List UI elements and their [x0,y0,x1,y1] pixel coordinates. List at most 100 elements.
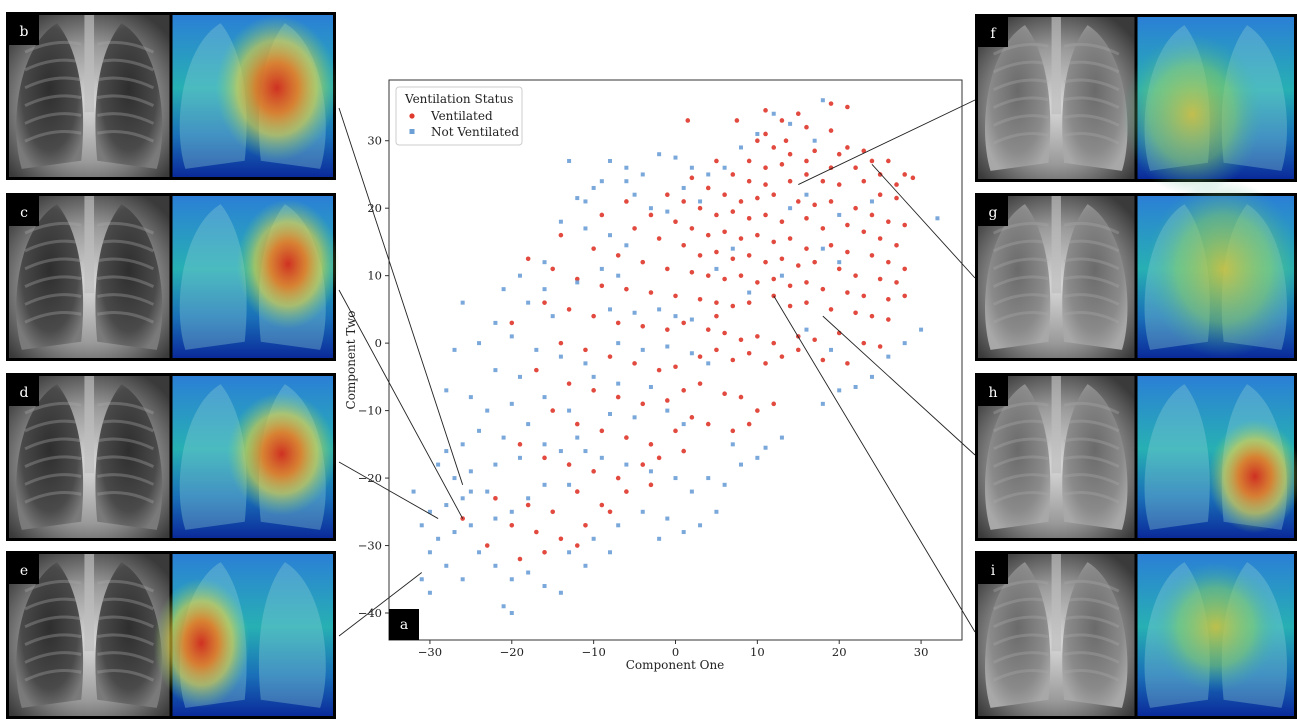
panel-label-box [9,196,39,226]
point-ventilated [828,307,834,312]
point-ventilated [632,226,637,231]
point-ventilated [685,118,691,123]
point-ventilated [722,229,727,235]
point-not-ventilated [608,158,613,163]
point-ventilated [615,475,621,481]
point-not-ventilated [755,131,760,136]
point-ventilated [656,455,662,461]
point-ventilated [714,158,719,164]
point-not-ventilated [779,273,784,278]
point-ventilated [624,489,629,494]
point-ventilated [746,350,752,356]
panel-label-d: d [20,385,29,401]
point-not-ventilated [583,361,588,366]
point-ventilated [738,236,744,241]
point-ventilated [755,232,760,238]
point-not-ventilated [722,165,727,170]
thumbnail-f: f [975,14,1297,196]
xray-rib [992,669,1049,682]
y-tick-label: −30 [358,539,382,553]
point-ventilated [877,172,883,177]
point-not-ventilated [591,185,596,190]
point-ventilated [689,269,695,275]
point-ventilated [738,273,744,278]
point-not-ventilated [477,428,482,433]
point-not-ventilated [616,341,621,346]
xray-rib [96,437,155,451]
xray-lung-left [985,384,1051,530]
heatmap-hotspot [215,15,338,161]
point-ventilated [689,415,695,420]
panel-label-h: h [988,385,997,401]
heatmap-hotspot [236,199,340,329]
point-not-ventilated [632,415,637,420]
point-ventilated [746,300,752,305]
point-not-ventilated [460,577,465,582]
point-not-ventilated [526,496,531,501]
point-ventilated [763,131,768,137]
point-ventilated [787,283,793,289]
panel-label-box [978,376,1008,406]
xray-rib [1063,437,1120,451]
point-not-ventilated [575,435,580,440]
point-ventilated [714,347,719,353]
xray-rib [96,455,155,468]
point-ventilated [591,246,596,251]
point-ventilated [902,222,907,228]
right-thumbnails: f g h i [975,14,1297,719]
point-not-ventilated [567,482,572,487]
xray-rib [24,579,82,593]
point-ventilated [681,243,686,248]
point-not-ventilated [501,287,506,292]
thumbnail-c: c [6,193,340,361]
point-ventilated [902,172,907,177]
point-not-ventilated [763,445,768,450]
xray-rib [1063,60,1120,74]
xray-rib [992,114,1049,127]
point-not-ventilated [452,476,457,481]
point-ventilated [845,222,850,228]
xray-rib [992,311,1049,324]
point-not-ventilated [509,611,514,616]
xray-rib [24,257,82,271]
point-ventilated [550,408,556,413]
plot-area [388,79,963,641]
xray-rib [1063,597,1120,611]
point-ventilated [877,236,883,241]
point-ventilated [591,313,596,319]
point-ventilated [665,327,670,332]
point-not-ventilated [558,219,563,224]
point-ventilated [624,199,629,204]
xray-rib [24,293,82,306]
panel-label-a-box [389,609,419,640]
point-ventilated [795,111,801,117]
point-ventilated [755,195,760,201]
xray-rib [24,437,82,451]
xray-rib [992,473,1049,486]
point-not-ventilated [730,246,735,251]
point-not-ventilated [542,395,547,400]
point-ventilated [787,178,793,184]
xray-rib [96,76,155,90]
point-not-ventilated [608,307,613,312]
point-ventilated [681,448,686,454]
thumbnail-g: g [975,179,1297,361]
point-ventilated [673,428,678,434]
point-ventilated [566,381,572,386]
thumbnail-e: e [6,551,336,719]
point-not-ventilated [583,449,588,454]
point-ventilated [755,280,760,285]
xray-rib [1063,257,1120,271]
point-not-ventilated [673,314,678,319]
xray-rib [96,112,155,125]
heatmap-hotspot [1145,179,1297,358]
point-not-ventilated [452,530,457,535]
point-not-ventilated [608,233,613,238]
point-not-ventilated [624,243,629,248]
x-tick-label: 0 [672,645,679,659]
xray-lung-left [16,204,84,350]
xray-rib [1063,132,1120,145]
y-tick-label: −40 [358,606,382,620]
xray-spine [1051,17,1061,115]
point-ventilated [894,182,899,187]
